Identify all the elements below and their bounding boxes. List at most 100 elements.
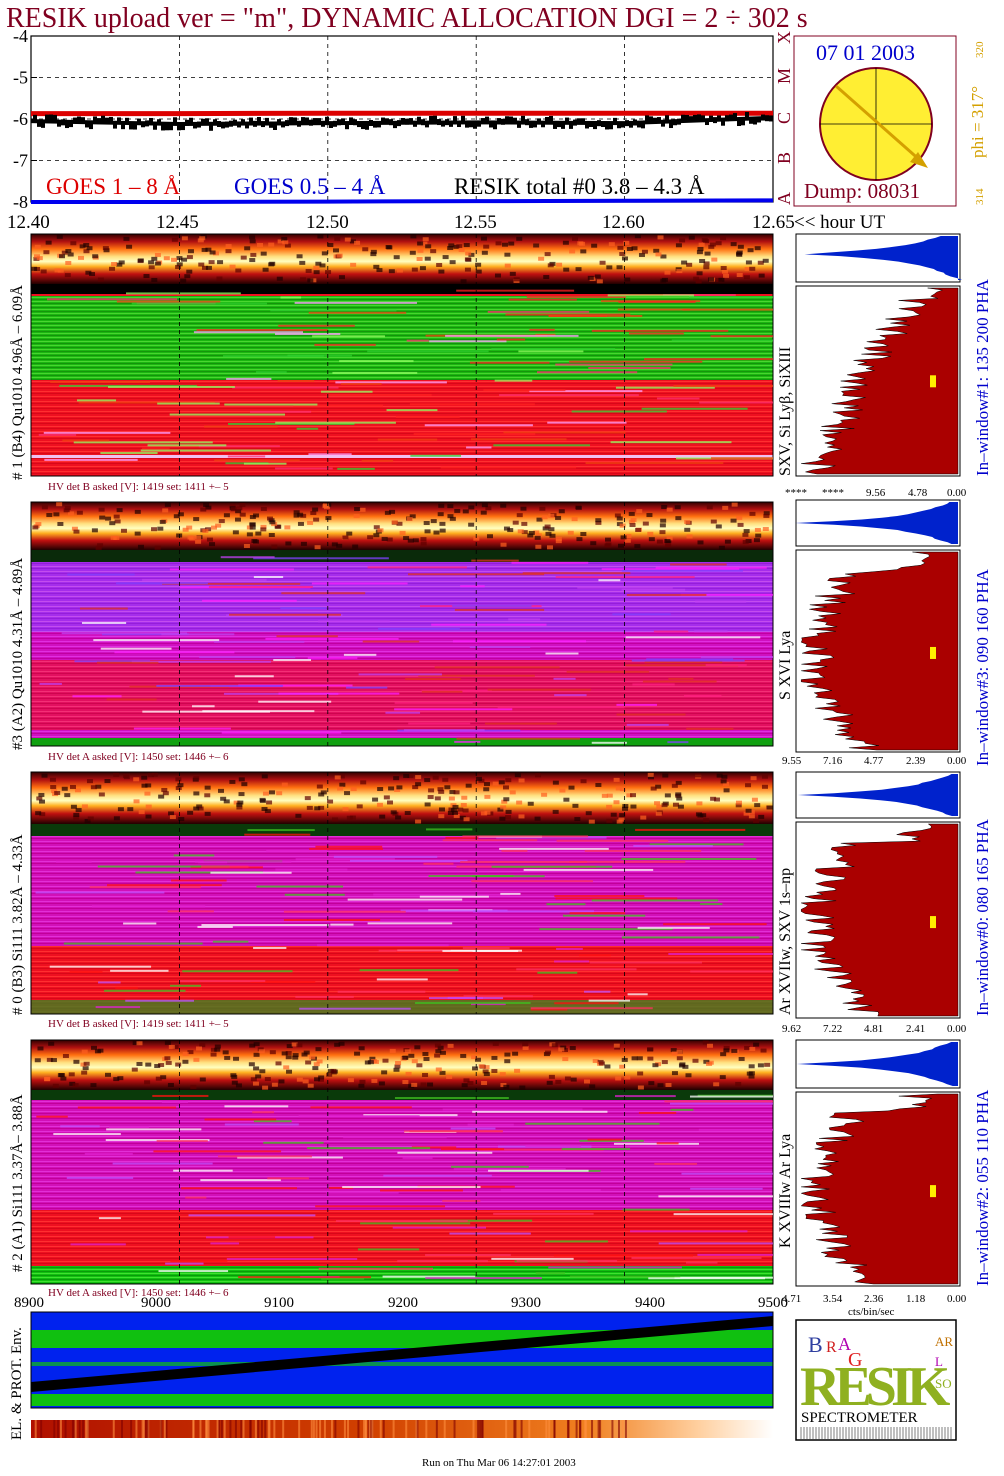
ribbon-speck	[61, 786, 68, 791]
ribbon-speck	[437, 1045, 444, 1050]
hist-tick: 4.78	[908, 487, 928, 499]
ribbon-speck	[527, 533, 534, 538]
resik-point	[409, 118, 413, 125]
ribbon-speck	[601, 793, 608, 798]
orbit-stripe	[112, 1420, 115, 1438]
ribbon-speck	[480, 236, 487, 241]
ribbon-speck	[138, 810, 145, 815]
ribbon-speck	[318, 792, 325, 797]
spectrum-streak	[471, 1003, 506, 1006]
ribbon-speck	[414, 1045, 421, 1050]
ribbon-speck	[468, 252, 475, 257]
ribbon-speck	[735, 1081, 742, 1086]
orbit-stripe	[141, 1420, 144, 1438]
spectrum-streak	[295, 858, 395, 861]
ribbon-speck	[281, 236, 288, 241]
spectrum-streak	[616, 713, 686, 716]
ribbon-speck	[682, 1064, 689, 1069]
ribbon-speck	[344, 791, 351, 796]
orbit-stripe	[260, 1420, 263, 1438]
ribbon-speck	[664, 539, 671, 544]
pha-small-hist	[804, 236, 963, 280]
hist-tick: 0.00	[947, 487, 967, 499]
ribbon-speck	[299, 260, 306, 265]
orbit-stripe	[205, 1420, 208, 1438]
spectrum-streak	[569, 860, 686, 863]
orbit-stripe	[216, 1420, 219, 1438]
spectrum-streak	[630, 1230, 748, 1233]
ribbon-speck	[264, 1077, 271, 1082]
spectrum-streak	[125, 999, 194, 1002]
ribbon-speck	[131, 1067, 138, 1072]
orbit-stripe	[165, 1420, 168, 1438]
ribbon-speck	[676, 1056, 683, 1061]
ribbon-speck	[132, 1040, 139, 1045]
resik-point	[661, 120, 665, 127]
ribbon-speck	[657, 235, 664, 240]
hist-tick: ****	[822, 487, 844, 499]
spectrum-streak	[335, 381, 447, 384]
ribbon-speck	[630, 804, 637, 809]
ribbon-speck	[749, 266, 756, 271]
resik-point	[737, 120, 741, 127]
ribbon-speck	[50, 785, 57, 790]
ribbon-speck	[220, 796, 227, 801]
ribbon-speck	[499, 1072, 506, 1077]
ribbon-speck	[462, 509, 469, 514]
resik-point	[497, 118, 501, 125]
spectrum-streak	[181, 1187, 297, 1190]
ribbon-speck	[162, 791, 169, 796]
ribbon-speck	[637, 1071, 644, 1076]
spectrum-streak	[326, 1191, 399, 1194]
ribbon-speck	[176, 262, 183, 267]
spectrum-streak	[320, 390, 373, 393]
ribbon-speck	[364, 1060, 371, 1065]
ribbon-speck	[286, 1044, 293, 1049]
spectrum-streak	[442, 839, 538, 842]
ribbon-speck	[373, 525, 380, 530]
ribbon-speck	[415, 782, 422, 787]
ribbon-speck	[616, 265, 623, 270]
ribbon-speck	[334, 1042, 341, 1047]
ribbon-speck	[438, 269, 445, 274]
ribbon-speck	[113, 816, 120, 821]
resik-point	[489, 121, 493, 128]
ribbon-speck	[235, 268, 242, 273]
ribbon-speck	[562, 1057, 569, 1062]
spectrum-streak	[646, 658, 734, 661]
spectrum-streak	[589, 961, 702, 964]
ribbon-speck	[634, 544, 641, 549]
ribbon-speck	[291, 1042, 298, 1047]
resik-point	[145, 120, 149, 127]
spectrum-streak	[362, 640, 420, 643]
resik-point	[281, 121, 285, 128]
spectrum-streak	[196, 329, 328, 332]
resik-point	[237, 121, 241, 128]
ribbon-speck	[453, 790, 460, 795]
ribbon-speck	[463, 1078, 470, 1083]
resik-point	[637, 121, 641, 128]
ribbon-speck	[723, 273, 730, 278]
ribbon-speck	[737, 244, 744, 249]
ribbon-speck	[570, 1077, 577, 1082]
ribbon-speck	[482, 1069, 489, 1074]
ribbon-speck	[720, 1052, 727, 1057]
ribbon-speck	[133, 799, 140, 804]
ribbon-speck	[491, 1068, 498, 1073]
spectrum-streak	[434, 666, 560, 669]
ribbon-speck	[229, 264, 236, 269]
env-trend-line	[31, 1316, 773, 1392]
resik-point	[601, 121, 605, 128]
ribbon-speck	[249, 515, 256, 520]
ribbon-speck	[381, 536, 388, 541]
spectrum-streak	[275, 421, 396, 424]
pha-small-hist	[796, 1042, 958, 1086]
orbit-stripe	[617, 1420, 620, 1438]
ribbon-speck	[206, 537, 213, 542]
hist-tick: 9.62	[782, 1023, 801, 1035]
ribbon-speck	[588, 819, 595, 824]
ribbon-speck	[412, 538, 419, 543]
ribbon-speck	[666, 507, 673, 512]
ribbon-speck	[634, 234, 641, 239]
ribbon-speck	[695, 279, 702, 284]
